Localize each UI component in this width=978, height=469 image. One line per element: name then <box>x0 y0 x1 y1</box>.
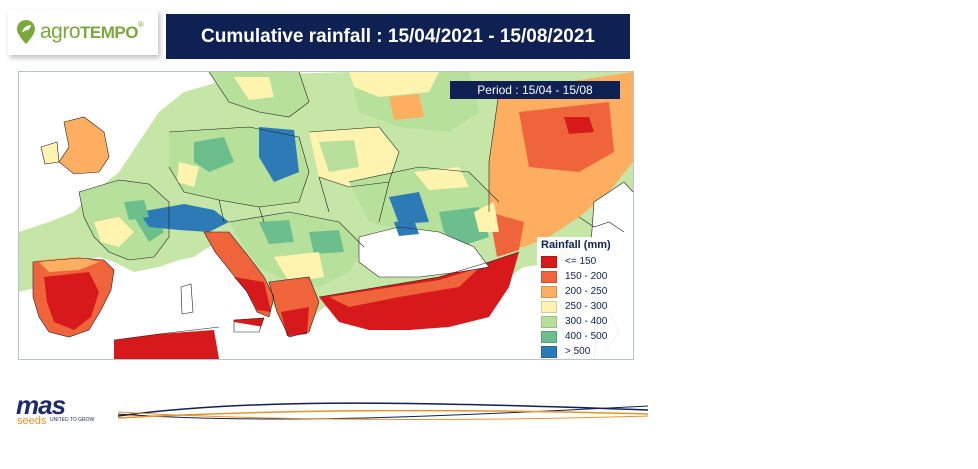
legend-item: 250 - 300 <box>541 299 633 314</box>
brand-name: agroTEMPO® <box>40 20 144 43</box>
map-legend: Rainfall (mm) <= 150 150 - 200 200 - 250… <box>537 237 633 359</box>
rainfall-map: Period : 15/04 - 15/08 Rainfall (mm) <= … <box>18 71 634 360</box>
leaf-pin-icon <box>17 20 35 44</box>
rainfall-map-canvas <box>19 72 633 359</box>
mediterranean <box>114 277 359 359</box>
legend-swatch <box>541 300 557 313</box>
alps <box>139 204 229 232</box>
legend-label: 400 - 500 <box>565 331 608 342</box>
legend-swatch <box>541 345 557 358</box>
legend-label: 250 - 300 <box>565 301 608 312</box>
legend-item: <= 150 <box>541 254 633 269</box>
atlantic <box>19 72 209 142</box>
legend-item: 200 - 250 <box>541 284 633 299</box>
period-label: Period : 15/04 - 15/08 <box>450 81 620 99</box>
legend-label: <= 150 <box>565 256 597 267</box>
legend-swatch <box>541 270 557 283</box>
legend-label: 200 - 250 <box>565 286 608 297</box>
mas-slogan: UNITED TO GROW <box>50 417 95 423</box>
legend-label: > 500 <box>565 346 591 357</box>
mas-seeds-logo: mas seeds UNITED TO GROW <box>16 390 94 427</box>
legend-item: 400 - 500 <box>541 329 633 344</box>
legend-item: 300 - 400 <box>541 314 633 329</box>
legend-label: 150 - 200 <box>565 271 608 282</box>
legend-title: Rainfall (mm) <box>541 239 611 251</box>
legend-label: 300 - 400 <box>565 316 608 327</box>
mas-brand: mas <box>16 390 66 420</box>
legend-swatch <box>541 315 557 328</box>
agrotempo-logo: agroTEMPO® <box>8 10 158 55</box>
legend-item: 150 - 200 <box>541 269 633 284</box>
mas-brand-sub: seeds <box>17 415 47 427</box>
legend-item: > 500 <box>541 344 633 359</box>
page-title: Cumulative rainfall : 15/04/2021 - 15/08… <box>166 14 630 59</box>
uk <box>59 117 109 174</box>
legend-swatch <box>541 285 557 298</box>
decorative-waves <box>118 402 648 420</box>
north-africa <box>114 327 219 359</box>
legend-swatch <box>541 255 557 268</box>
legend-swatch <box>541 330 557 343</box>
